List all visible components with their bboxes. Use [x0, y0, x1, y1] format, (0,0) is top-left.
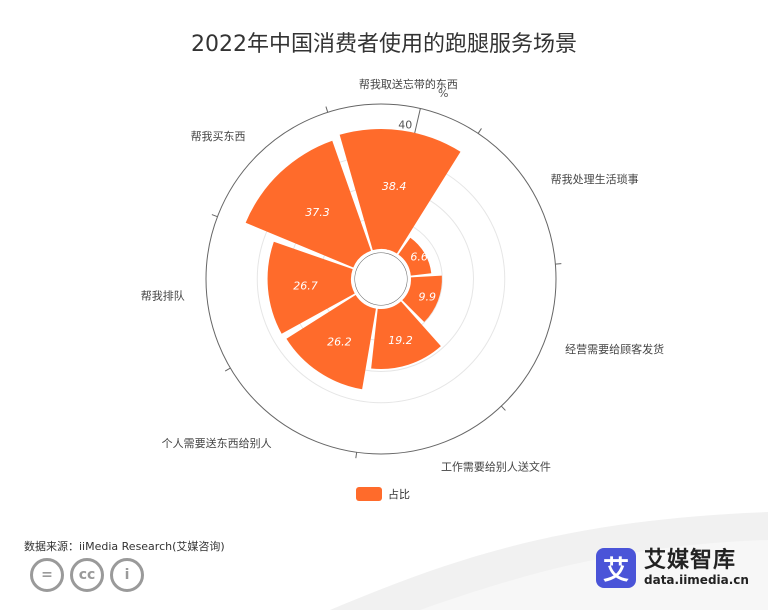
angle-tick: [325, 106, 329, 113]
cc-icon: cc: [70, 558, 104, 592]
value-label: 6.6: [410, 250, 428, 263]
value-label: 9.9: [418, 291, 436, 304]
equals-icon: =: [30, 558, 64, 592]
category-label: 帮我买东西: [191, 130, 246, 143]
chart-title: 2022年中国消费者使用的跑腿服务场景: [191, 32, 577, 57]
angle-tick: [355, 452, 358, 459]
polar-bar[interactable]: [245, 140, 372, 268]
legend[interactable]: 占比: [356, 486, 410, 502]
category-label: 帮我取送忘带的东西: [359, 77, 458, 91]
radial-tick-label: 40: [398, 118, 412, 131]
polar-bar[interactable]: [398, 237, 432, 276]
category-label: 帮我处理生活琐事: [551, 172, 639, 186]
value-label: 19.2: [388, 334, 413, 347]
legend-label: 占比: [388, 488, 410, 501]
category-label: 帮我排队: [141, 289, 185, 303]
outer-circle: [205, 103, 557, 455]
legend-swatch: [356, 487, 382, 501]
center-hole: [355, 253, 407, 305]
person-icon: i: [110, 558, 144, 592]
polar-bar[interactable]: [267, 241, 355, 334]
license-badges: = cc i: [30, 558, 144, 592]
category-label: 经营需要给顾客发货: [565, 342, 664, 356]
logo-name: 艾媒智库: [644, 548, 737, 573]
value-label: 26.7: [293, 279, 318, 292]
value-label: 26.2: [327, 335, 352, 348]
angle-tick: [555, 263, 562, 265]
angle-tick: [477, 128, 482, 134]
category-label: 工作需要给别人送文件: [441, 460, 551, 474]
value-label: 38.4: [382, 180, 407, 193]
value-label: 37.3: [305, 206, 330, 219]
chart-bars: [245, 129, 461, 390]
category-label: 个人需要送东西给别人: [162, 436, 272, 450]
polar-bar[interactable]: [286, 295, 376, 390]
unit-label: %: [438, 87, 448, 100]
angle-tick: [211, 214, 218, 218]
angle-tick: [224, 367, 231, 372]
angle-tick: [500, 405, 506, 411]
polar-bar[interactable]: [371, 301, 441, 369]
data-source: 数据来源：iiMedia Research(艾媒咨询): [24, 540, 225, 553]
chart-labels: 38.4 帮我取送忘带的东西 6.6 帮我处理生活琐事 9.9 经营需要给顾客发货 19.2…: [141, 77, 664, 474]
iimedia-logo[interactable]: 艾 艾媒智库 data.iimedia.cn: [596, 548, 749, 588]
polar-bar[interactable]: [402, 275, 442, 322]
logo-badge-icon: 艾: [596, 548, 636, 588]
logo-url: data.iimedia.cn: [644, 573, 749, 587]
polar-bar[interactable]: [339, 129, 461, 254]
